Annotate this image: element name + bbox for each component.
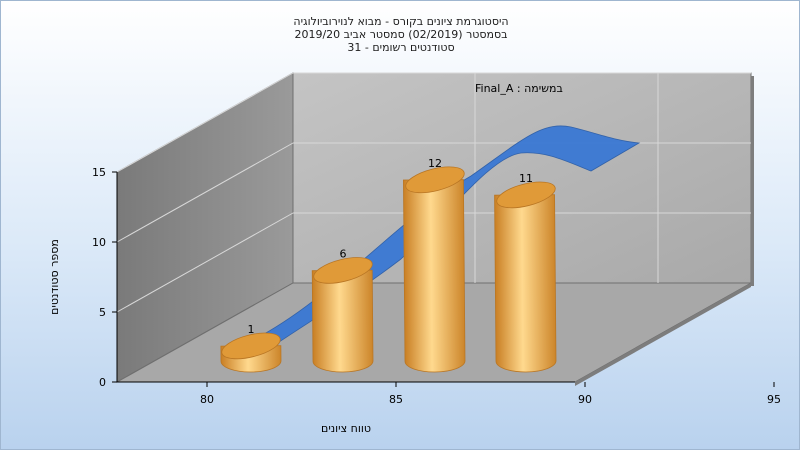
bar: [220, 332, 282, 373]
bar: [494, 181, 557, 373]
series-label: במשימה : Final_A: [475, 82, 563, 95]
y-tick-label: 5: [99, 306, 106, 319]
x-tick-label: 95: [767, 393, 781, 406]
data-label: 11: [519, 172, 533, 185]
chart-title-line-2: בסמסטר (02/2019) סמסטר אביב 2019/20: [294, 28, 508, 41]
x-tick-label: 80: [200, 393, 214, 406]
y-axis-title: מספר סטודנטים: [48, 239, 61, 315]
bar: [403, 166, 466, 373]
x-tick-label: 85: [389, 393, 403, 406]
chart-title-line-1: היסטוגרמת ציונים בקורס - מבוא לנוירוביול…: [293, 15, 509, 28]
data-label: 6: [340, 247, 347, 260]
y-tick-label: 10: [92, 236, 106, 249]
y-tick-label: 0: [99, 376, 106, 389]
data-label: 12: [428, 157, 442, 170]
x-axis-title: טווח ציונים: [321, 422, 371, 435]
floor-front-edge: [575, 283, 751, 386]
y-tick-label: 15: [92, 166, 106, 179]
axes: 0 5 10 15 80 85 90 95: [92, 166, 781, 406]
chart-title-line-3: סטודנטים רשומים - 31: [347, 41, 455, 54]
data-label: 1: [248, 323, 255, 336]
bar: [311, 257, 374, 373]
x-tick-label: 90: [578, 393, 592, 406]
back-wall-shadow: [751, 76, 754, 286]
